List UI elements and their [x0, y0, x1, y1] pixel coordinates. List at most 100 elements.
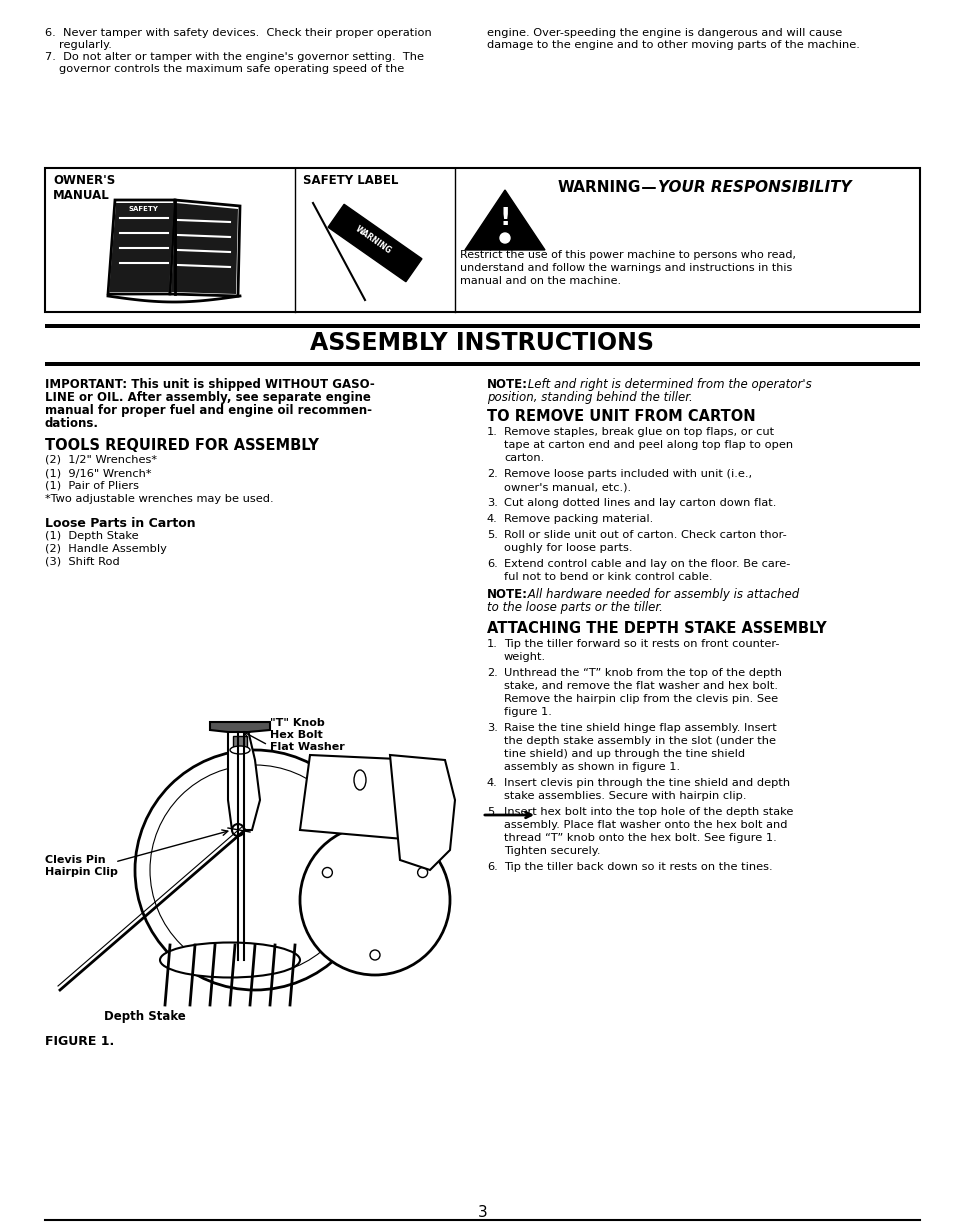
Text: ATTACHING THE DEPTH STAKE ASSEMBLY: ATTACHING THE DEPTH STAKE ASSEMBLY: [486, 621, 825, 636]
Text: *Two adjustable wrenches may be used.: *Two adjustable wrenches may be used.: [45, 494, 274, 504]
Text: 1.: 1.: [486, 427, 497, 437]
Text: IMPORTANT: This unit is shipped WITHOUT GASO-: IMPORTANT: This unit is shipped WITHOUT …: [45, 378, 375, 391]
Text: 4.: 4.: [486, 779, 497, 788]
Polygon shape: [108, 200, 174, 294]
Text: stake, and remove the flat washer and hex bolt.: stake, and remove the flat washer and he…: [503, 681, 778, 691]
Text: LINE or OIL. After assembly, see separate engine: LINE or OIL. After assembly, see separat…: [45, 391, 371, 403]
Text: NOTE:: NOTE:: [486, 588, 527, 601]
Text: owner's manual, etc.).: owner's manual, etc.).: [503, 482, 631, 492]
Polygon shape: [210, 722, 270, 732]
Text: assembly as shown in figure 1.: assembly as shown in figure 1.: [503, 763, 679, 772]
Text: Remove loose parts included with unit (i.e.,: Remove loose parts included with unit (i…: [503, 469, 751, 478]
Text: Depth Stake: Depth Stake: [104, 1010, 186, 1023]
Text: 6.: 6.: [486, 862, 497, 872]
Text: OWNER'S
MANUAL: OWNER'S MANUAL: [53, 173, 115, 202]
Circle shape: [417, 867, 427, 877]
Polygon shape: [109, 203, 173, 292]
Circle shape: [370, 950, 379, 959]
Polygon shape: [228, 729, 260, 830]
Text: Insert clevis pin through the tine shield and depth: Insert clevis pin through the tine shiel…: [503, 779, 789, 788]
Text: !: !: [498, 205, 510, 230]
Text: ASSEMBLY INSTRUCTIONS: ASSEMBLY INSTRUCTIONS: [310, 331, 654, 355]
Text: YOUR RESPONSIBILITY: YOUR RESPONSIBILITY: [658, 180, 851, 196]
Ellipse shape: [354, 770, 366, 790]
Text: 3.: 3.: [486, 723, 497, 733]
Text: TO REMOVE UNIT FROM CARTON: TO REMOVE UNIT FROM CARTON: [486, 410, 755, 424]
Text: Extend control cable and lay on the floor. Be care-: Extend control cable and lay on the floo…: [503, 558, 789, 569]
Text: tape at carton end and peel along top flap to open: tape at carton end and peel along top fl…: [503, 440, 792, 450]
Text: Flat Washer: Flat Washer: [270, 742, 344, 752]
Text: Clevis Pin: Clevis Pin: [45, 855, 106, 865]
Circle shape: [499, 232, 510, 244]
Text: WARNING: WARNING: [353, 224, 393, 256]
Text: "T" Knob: "T" Knob: [270, 718, 324, 728]
Polygon shape: [464, 189, 544, 250]
Text: assembly. Place flat washer onto the hex bolt and: assembly. Place flat washer onto the hex…: [503, 820, 786, 830]
Text: thread “T” knob onto the hex bolt. See figure 1.: thread “T” knob onto the hex bolt. See f…: [503, 833, 776, 843]
Text: Hex Bolt: Hex Bolt: [270, 729, 322, 740]
Text: Hairpin Clip: Hairpin Clip: [45, 867, 118, 877]
Text: to the loose parts or the tiller.: to the loose parts or the tiller.: [486, 601, 662, 614]
Bar: [45, 323, 919, 328]
Text: (2)  1/2" Wrenches*: (2) 1/2" Wrenches*: [45, 455, 157, 465]
Text: 3.: 3.: [486, 498, 497, 508]
Text: 6.: 6.: [486, 558, 497, 569]
Bar: [233, 736, 247, 748]
Text: 2.: 2.: [486, 668, 497, 678]
Polygon shape: [299, 755, 435, 840]
Text: All hardware needed for assembly is attached: All hardware needed for assembly is atta…: [523, 588, 799, 601]
Text: governor controls the maximum safe operating speed of the: governor controls the maximum safe opera…: [59, 64, 404, 74]
Ellipse shape: [160, 942, 299, 978]
Text: Left and right is determined from the operator's: Left and right is determined from the op…: [523, 378, 811, 391]
Text: Remove packing material.: Remove packing material.: [503, 514, 653, 524]
Text: dations.: dations.: [45, 417, 99, 430]
Text: FIGURE 1.: FIGURE 1.: [45, 1034, 114, 1048]
Text: ful not to bend or kink control cable.: ful not to bend or kink control cable.: [503, 572, 712, 582]
Text: Roll or slide unit out of carton. Check carton thor-: Roll or slide unit out of carton. Check …: [503, 530, 786, 540]
Text: manual for proper fuel and engine oil recommen-: manual for proper fuel and engine oil re…: [45, 403, 372, 417]
Text: WARNING: WARNING: [558, 180, 640, 196]
Text: NOTE:: NOTE:: [486, 378, 527, 391]
Text: Loose Parts in Carton: Loose Parts in Carton: [45, 517, 195, 530]
Text: figure 1.: figure 1.: [503, 707, 551, 717]
Text: Tip the tiller back down so it rests on the tines.: Tip the tiller back down so it rests on …: [503, 862, 772, 872]
Polygon shape: [171, 203, 237, 294]
Text: weight.: weight.: [503, 652, 545, 662]
Polygon shape: [328, 204, 421, 282]
Text: Remove the hairpin clip from the clevis pin. See: Remove the hairpin clip from the clevis …: [503, 694, 778, 704]
Text: SAFETY: SAFETY: [128, 205, 158, 212]
Circle shape: [322, 867, 332, 877]
Text: 3: 3: [477, 1205, 487, 1220]
Text: 7.  Do not alter or tamper with the engine's governor setting.  The: 7. Do not alter or tamper with the engin…: [45, 52, 423, 62]
Text: Insert hex bolt into the top hole of the depth stake: Insert hex bolt into the top hole of the…: [503, 807, 793, 817]
Polygon shape: [170, 200, 240, 296]
Ellipse shape: [398, 780, 411, 800]
Text: engine. Over-speeding the engine is dangerous and will cause: engine. Over-speeding the engine is dang…: [486, 28, 841, 38]
Text: 1.: 1.: [486, 640, 497, 649]
Text: 4.: 4.: [486, 514, 497, 524]
Text: tine shield) and up through the tine shield: tine shield) and up through the tine shi…: [503, 749, 744, 759]
Bar: [45, 362, 919, 367]
Text: oughly for loose parts.: oughly for loose parts.: [503, 542, 632, 554]
Text: SAFETY LABEL: SAFETY LABEL: [303, 173, 398, 187]
Text: position, standing behind the tiller.: position, standing behind the tiller.: [486, 391, 692, 403]
Text: Raise the tine shield hinge flap assembly. Insert: Raise the tine shield hinge flap assembl…: [503, 723, 776, 733]
Text: 6.  Never tamper with safety devices.  Check their proper operation: 6. Never tamper with safety devices. Che…: [45, 28, 432, 38]
Circle shape: [299, 825, 450, 975]
Circle shape: [232, 824, 244, 836]
Text: TOOLS REQUIRED FOR ASSEMBLY: TOOLS REQUIRED FOR ASSEMBLY: [45, 438, 318, 453]
Polygon shape: [390, 755, 455, 870]
Text: (3)  Shift Rod: (3) Shift Rod: [45, 557, 120, 567]
Text: —: —: [636, 180, 661, 196]
Circle shape: [135, 750, 375, 990]
Text: 5.: 5.: [486, 807, 497, 817]
Bar: [45, 169, 919, 312]
Ellipse shape: [230, 747, 250, 754]
Text: Tighten securely.: Tighten securely.: [503, 846, 599, 856]
Text: stake assemblies. Secure with hairpin clip.: stake assemblies. Secure with hairpin cl…: [503, 791, 745, 801]
Text: (1)  Depth Stake: (1) Depth Stake: [45, 531, 138, 541]
Text: regularly.: regularly.: [59, 41, 112, 50]
Text: Cut along dotted lines and lay carton down flat.: Cut along dotted lines and lay carton do…: [503, 498, 776, 508]
Text: Restrict the use of this power machine to persons who read,
understand and follo: Restrict the use of this power machine t…: [459, 250, 795, 287]
Text: carton.: carton.: [503, 453, 543, 462]
